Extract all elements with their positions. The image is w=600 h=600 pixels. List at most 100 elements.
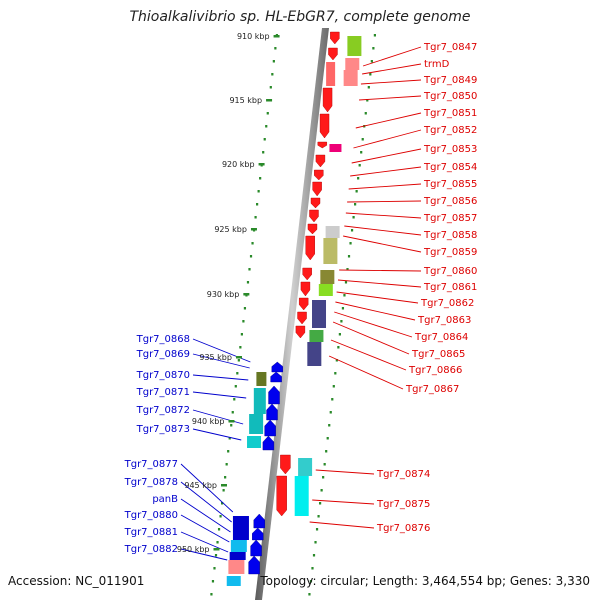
forward-leader-line [362, 46, 422, 67]
ring-dot [254, 216, 257, 219]
forward-gene-arrow [276, 475, 287, 517]
forward-leader-line [351, 148, 422, 164]
forward-gene-arrow [302, 267, 312, 281]
ring-dot [240, 333, 243, 336]
forward-gene-label: Tgr7_0857 [423, 213, 477, 224]
forward-leader-line [362, 63, 422, 75]
forward-gene-arrow [317, 141, 327, 149]
ring-dot [309, 580, 313, 583]
forward-gene-box [320, 270, 335, 284]
reverse-gene-box [229, 552, 246, 560]
forward-gene-label: Tgr7_0854 [423, 162, 477, 173]
forward-gene-arrow [298, 297, 309, 311]
reverse-gene-arrow [262, 435, 275, 451]
forward-gene-box [309, 330, 324, 342]
ring-dot [315, 528, 319, 531]
ring-dot [341, 307, 345, 310]
ring-dot [322, 476, 325, 479]
gene-features [226, 31, 362, 586]
ring-dot [338, 333, 341, 336]
reverse-leader-line [180, 498, 231, 533]
forward-gene-arrow [330, 31, 340, 45]
scale-labels: 910 kbp 915 kbp 920 kbp 925 kbp 930 kbp 935 k… [177, 32, 280, 554]
ring-dot [361, 138, 364, 141]
ring-dot [213, 567, 216, 570]
forward-gene-label: Tgr7_0874 [376, 469, 430, 480]
ring-dot [308, 593, 311, 596]
scale-label: 940 kbp [192, 417, 225, 426]
forward-gene-label: Tgr7_0861 [423, 282, 477, 293]
forward-gene-label: Tgr7_0862 [420, 298, 474, 309]
forward-gene-box [312, 300, 327, 328]
forward-gene-label: Tgr7_0866 [408, 365, 462, 376]
ring-dot [334, 372, 337, 375]
forward-gene-arrow [322, 87, 333, 113]
forward-gene-box [345, 58, 360, 70]
forward-gene-label: Tgr7_0875 [376, 499, 430, 510]
reverse-gene-arrow [253, 513, 265, 529]
forward-leader-line [344, 225, 422, 236]
reverse-gene-arrow [250, 539, 262, 557]
reverse-leader-line [192, 353, 250, 369]
scale-label: 925 kbp [214, 225, 247, 234]
ring-dot [347, 255, 351, 258]
ring-dot [220, 502, 224, 505]
ring-dot [346, 268, 349, 271]
forward-gene-label: Tgr7_0855 [423, 179, 477, 190]
ring-dot [311, 567, 314, 570]
ring-dot [249, 255, 253, 258]
forward-gene-label: Tgr7_0853 [423, 144, 477, 155]
forward-gene-label: Tgr7_0856 [423, 196, 477, 207]
forward-leader-line [334, 311, 413, 338]
forward-gene-label: Tgr7_0867 [405, 384, 459, 395]
scale-tick [258, 163, 265, 166]
reverse-gene-label: Tgr7_0878 [124, 477, 178, 488]
map-title: Thioalkalivibrio sp. HL-EbGR7, complete … [129, 9, 471, 25]
ring-dot [364, 112, 367, 115]
forward-leader-line [315, 469, 375, 475]
forward-leader-line [337, 279, 422, 288]
ring-dot [243, 307, 247, 310]
scale-tick [220, 484, 227, 487]
forward-gene-label: Tgr7_0864 [414, 332, 468, 343]
reverse-gene-box [232, 516, 249, 540]
ring-dot [331, 398, 334, 401]
gene-labels: Tgr7_0847 trmD Tgr7_0849 Tgr7_0850 Tgr7_0851… [124, 42, 478, 555]
reverse-gene-label: Tgr7_0872 [136, 405, 190, 416]
ring-dot [325, 450, 328, 453]
reverse-gene-arrow [264, 419, 276, 437]
forward-gene-box [298, 458, 313, 476]
reverse-gene-box [226, 576, 241, 586]
forward-leader-line [332, 321, 410, 355]
ring-dot [219, 515, 222, 518]
scale-label: 910 kbp [237, 32, 270, 41]
ring-dot [355, 190, 358, 193]
ring-dot [369, 73, 372, 76]
ring-dot [314, 541, 317, 544]
ring-dot [320, 489, 323, 492]
ring-dot [367, 86, 370, 89]
ring-dot [344, 281, 348, 284]
forward-leader-line [345, 212, 422, 219]
forward-gene-label: Tgr7_0860 [423, 266, 477, 277]
ring-dot [323, 463, 326, 466]
ring-dot [210, 593, 213, 596]
reverse-gene-label: Tgr7_0881 [124, 527, 178, 538]
forward-gene-label: trmD [424, 59, 450, 70]
scale-tick [235, 356, 242, 359]
ring-dot [340, 320, 343, 323]
reverse-leader-line [180, 531, 229, 553]
ring-dot [233, 398, 236, 401]
reverse-gene-arrow [270, 371, 282, 383]
ring-dot [272, 60, 275, 63]
forward-gene-box [307, 342, 322, 366]
forward-gene-label: Tgr7_0863 [417, 315, 471, 326]
forward-gene-box [294, 476, 309, 516]
ring-dot [370, 60, 373, 63]
ring-dot [350, 229, 354, 232]
forward-gene-label: Tgr7_0859 [423, 247, 477, 258]
reverse-gene-label: Tgr7_0882 [124, 544, 178, 555]
forward-gene-box [329, 144, 342, 152]
forward-gene-label: Tgr7_0849 [423, 75, 477, 86]
